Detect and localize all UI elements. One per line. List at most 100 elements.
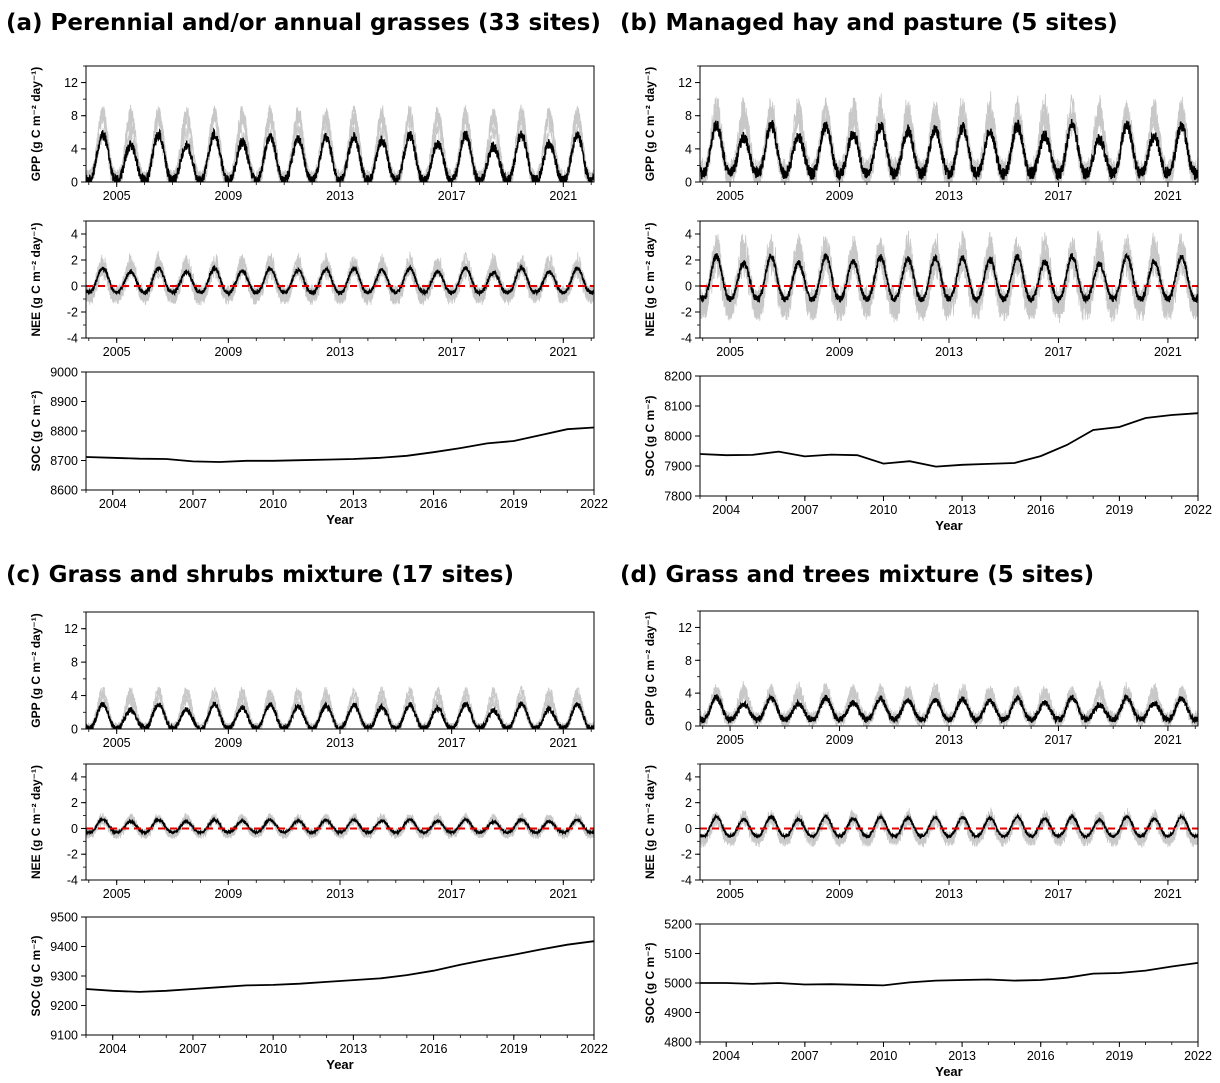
- y-tick-label: 2: [685, 254, 692, 268]
- data-layer: [86, 250, 594, 306]
- y-tick-label: 0: [71, 723, 78, 737]
- y-axis-label: NEE (g C m⁻² day⁻¹): [29, 765, 43, 879]
- data-layer: [700, 91, 1198, 182]
- x-tick-label: 2021: [1154, 733, 1182, 747]
- y-tick-label: 7800: [664, 490, 692, 504]
- plot-frame: [85, 763, 595, 881]
- x-tick-label: 2007: [791, 503, 819, 517]
- x-tick-label: 2019: [1105, 503, 1133, 517]
- mean-series-line: [700, 252, 1198, 305]
- x-tick-label: 2021: [549, 189, 577, 203]
- x-tick-label: 2013: [948, 503, 976, 517]
- chart-b-soc: SOC (g C m⁻²) 7800 7900 8000 8100 8200 2004 200…: [643, 370, 1212, 534]
- x-tick-label: 2005: [716, 733, 744, 747]
- x-tick-label: 2016: [1027, 503, 1055, 517]
- soc-series-line: [86, 940, 594, 993]
- soc-series-line: [86, 426, 594, 463]
- x-tick-label: 2005: [103, 887, 131, 901]
- y-tick-label: -4: [67, 874, 78, 888]
- y-axis-label: GPP (g C m⁻² day⁻¹): [643, 67, 657, 181]
- y-tick-label: 8000: [664, 430, 692, 444]
- y-axis-label: NEE (g C m⁻² day⁻¹): [29, 222, 43, 336]
- y-tick-label: 4: [71, 228, 78, 242]
- y-tick-label: 8700: [50, 454, 78, 468]
- x-axis-label: Year: [935, 1064, 962, 1079]
- x-tick-label: 2022: [1184, 1049, 1212, 1063]
- x-tick-label: 2013: [326, 345, 354, 359]
- x-axis-label: Year: [326, 512, 353, 527]
- x-tick-label: 2019: [1105, 1049, 1133, 1063]
- y-tick-label: 4800: [664, 1036, 692, 1050]
- x-tick-label: 2017: [438, 736, 466, 750]
- plot-frame: [85, 65, 595, 183]
- y-tick-label: 12: [678, 76, 692, 90]
- data-layer: [86, 685, 594, 729]
- y-tick-label: 8800: [50, 425, 78, 439]
- x-tick-label: 2022: [580, 497, 608, 511]
- x-tick-label: 2017: [438, 189, 466, 203]
- site-series-line: [86, 812, 594, 840]
- x-axis-label: Year: [326, 1057, 353, 1072]
- chart-b-gpp: GPP (g C m⁻² day⁻¹) 0 4 8 12 2005 2009 2013 2017…: [643, 65, 1199, 203]
- x-tick-label: 2016: [420, 1042, 448, 1056]
- y-tick-label: 9400: [50, 940, 78, 954]
- x-tick-label: 2010: [259, 497, 287, 511]
- chart-c-nee: NEE (g C m⁻² day⁻¹) -4 -2 0 2 4 2005 2009 2013 20…: [29, 763, 595, 901]
- x-tick-label: 2017: [1045, 189, 1073, 203]
- x-tick-label: 2022: [1184, 503, 1212, 517]
- x-tick-label: 2009: [826, 345, 854, 359]
- site-series-line: [86, 106, 594, 182]
- y-tick-label: -2: [67, 848, 78, 862]
- y-tick-label: 0: [685, 280, 692, 294]
- y-tick-label: 0: [685, 176, 692, 190]
- x-tick-label: 2013: [948, 1049, 976, 1063]
- x-tick-label: 2013: [326, 736, 354, 750]
- y-tick-label: 8: [685, 109, 692, 123]
- y-tick-label: -4: [681, 332, 692, 346]
- y-tick-label: 5000: [664, 977, 692, 991]
- data-layer: [700, 230, 1198, 324]
- x-tick-label: 2019: [500, 1042, 528, 1056]
- y-tick-label: 7900: [664, 460, 692, 474]
- plot-frame: [699, 220, 1199, 339]
- y-tick-label: 5100: [664, 947, 692, 961]
- chart-a-gpp: GPP (g C m⁻² day⁻¹) 0 4 8 12 2005 2009 2013 2017…: [29, 65, 595, 203]
- y-axis-label: NEE (g C m⁻² day⁻¹): [643, 765, 657, 879]
- y-tick-label: 9000: [50, 366, 78, 380]
- y-tick-label: 8: [71, 109, 78, 123]
- x-tick-label: 2009: [214, 887, 242, 901]
- mean-series-line: [86, 816, 594, 837]
- x-tick-label: 2009: [214, 736, 242, 750]
- y-tick-label: 4: [685, 228, 692, 242]
- x-tick-label: 2021: [1154, 887, 1182, 901]
- y-tick-label: 0: [685, 822, 692, 836]
- y-tick-label: 9100: [50, 1029, 78, 1043]
- x-tick-label: 2005: [716, 189, 744, 203]
- x-tick-label: 2013: [935, 345, 963, 359]
- y-tick-label: 9200: [50, 999, 78, 1013]
- chart-a-soc: SOC (g C m⁻²) 8600 8700 8800 8900 9000 2004 200…: [29, 366, 608, 528]
- y-tick-label: 0: [71, 176, 78, 190]
- y-tick-label: 4: [685, 770, 692, 784]
- x-tick-label: 2005: [103, 345, 131, 359]
- x-tick-label: 2013: [935, 887, 963, 901]
- y-axis-label: GPP (g C m⁻² day⁻¹): [643, 611, 657, 725]
- panel-b-title: (b) Managed hay and pasture (5 sites): [620, 10, 1118, 36]
- plot-frame: [699, 610, 1199, 727]
- y-axis-label: SOC (g C m⁻²): [29, 391, 43, 472]
- x-tick-label: 2017: [1045, 345, 1073, 359]
- x-tick-label: 2013: [339, 1042, 367, 1056]
- x-tick-label: 2007: [179, 1042, 207, 1056]
- x-tick-label: 2017: [438, 345, 466, 359]
- y-tick-label: 0: [685, 720, 692, 734]
- x-tick-label: 2009: [214, 345, 242, 359]
- y-tick-label: 5200: [664, 918, 692, 932]
- plot-frame: [85, 371, 595, 491]
- y-axis-label: SOC (g C m⁻²): [643, 396, 657, 477]
- y-tick-label: 12: [678, 621, 692, 635]
- y-tick-label: 4900: [664, 1006, 692, 1020]
- mean-series-line: [86, 700, 594, 729]
- y-tick-label: 8100: [664, 400, 692, 414]
- x-tick-label: 2013: [339, 497, 367, 511]
